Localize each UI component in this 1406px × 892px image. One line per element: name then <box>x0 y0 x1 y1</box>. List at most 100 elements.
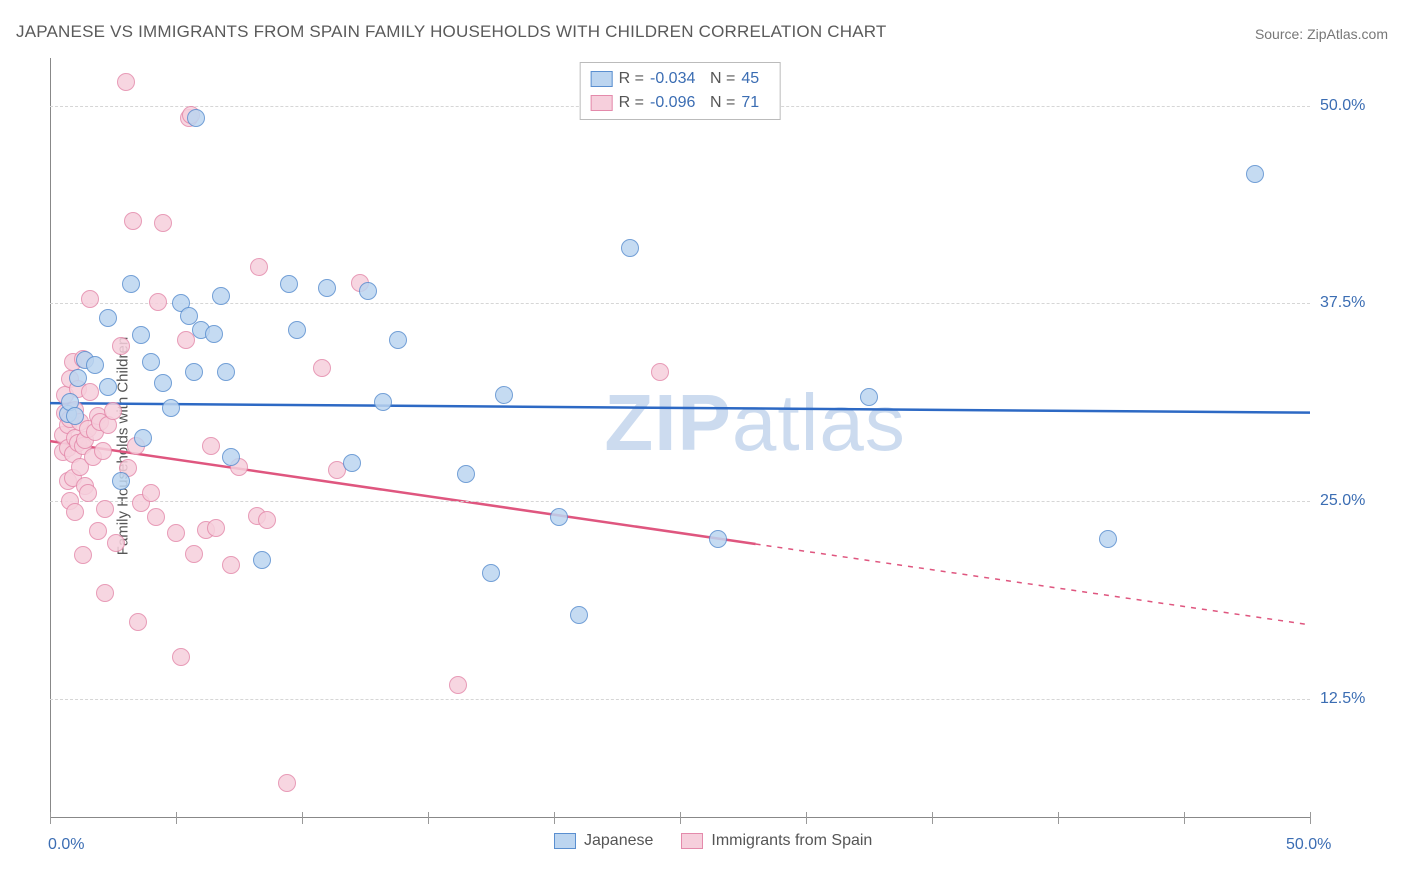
legend-row: R = -0.034 N = 45 <box>591 67 770 91</box>
correlation-legend: R = -0.034 N = 45 R = -0.096 N = 71 <box>580 62 781 120</box>
data-point <box>860 388 878 406</box>
data-point <box>343 454 361 472</box>
x-tick <box>302 812 303 824</box>
data-point <box>651 363 669 381</box>
data-point <box>1246 165 1264 183</box>
gridline-horizontal <box>50 303 1310 304</box>
data-point <box>482 564 500 582</box>
data-point <box>449 676 467 694</box>
data-point <box>709 530 727 548</box>
x-tick <box>1058 812 1059 824</box>
data-point <box>217 363 235 381</box>
data-point <box>222 448 240 466</box>
data-point <box>374 393 392 411</box>
trend-line <box>756 544 1310 625</box>
legend-r-value: -0.096 <box>650 94 704 112</box>
data-point <box>359 282 377 300</box>
legend-item: Japanese <box>554 832 653 850</box>
x-label-min: 0.0% <box>48 836 84 854</box>
x-label-max: 50.0% <box>1286 836 1331 854</box>
chart-title: JAPANESE VS IMMIGRANTS FROM SPAIN FAMILY… <box>16 22 887 42</box>
scatter-plot-area: ZIPatlas 12.5%25.0%37.5%50.0%R =-0.034N … <box>50 58 1310 818</box>
data-point <box>142 484 160 502</box>
data-point <box>154 214 172 232</box>
x-tick <box>806 812 807 824</box>
data-point <box>69 369 87 387</box>
data-point <box>457 465 475 483</box>
y-tick-label: 37.5% <box>1320 294 1384 312</box>
y-tick-label: 25.0% <box>1320 492 1384 510</box>
x-tick <box>932 812 933 824</box>
y-tick-label: 50.0% <box>1320 97 1384 115</box>
data-point <box>167 524 185 542</box>
legend-series-label: Japanese <box>584 832 653 850</box>
data-point <box>134 429 152 447</box>
series-legend: Japanese Immigrants from Spain <box>554 832 872 850</box>
data-point <box>112 337 130 355</box>
data-point <box>278 774 296 792</box>
y-axis-line <box>50 58 51 818</box>
x-tick <box>554 812 555 824</box>
data-point <box>570 606 588 624</box>
data-point <box>107 534 125 552</box>
data-point <box>66 407 84 425</box>
data-point <box>81 290 99 308</box>
legend-item: Immigrants from Spain <box>681 832 872 850</box>
data-point <box>253 551 271 569</box>
data-point <box>389 331 407 349</box>
legend-r-label: R = <box>619 94 644 112</box>
source-attribution: Source: ZipAtlas.com <box>1255 26 1388 42</box>
data-point <box>99 309 117 327</box>
data-point <box>222 556 240 574</box>
data-point <box>149 293 167 311</box>
data-point <box>112 472 130 490</box>
data-point <box>162 399 180 417</box>
data-point <box>550 508 568 526</box>
legend-series-label: Immigrants from Spain <box>711 832 872 850</box>
data-point <box>132 326 150 344</box>
data-point <box>212 287 230 305</box>
data-point <box>280 275 298 293</box>
data-point <box>74 546 92 564</box>
data-point <box>96 500 114 518</box>
legend-swatch <box>681 833 703 849</box>
legend-n-label: N = <box>710 70 735 88</box>
data-point <box>154 374 172 392</box>
data-point <box>81 383 99 401</box>
legend-row: R = -0.096 N = 71 <box>591 91 770 115</box>
trend-lines <box>50 58 1310 818</box>
data-point <box>495 386 513 404</box>
gridline-horizontal <box>50 501 1310 502</box>
x-tick <box>50 812 51 824</box>
data-point <box>258 511 276 529</box>
data-point <box>96 584 114 602</box>
data-point <box>185 545 203 563</box>
data-point <box>313 359 331 377</box>
data-point <box>142 353 160 371</box>
data-point <box>250 258 268 276</box>
data-point <box>66 503 84 521</box>
data-point <box>288 321 306 339</box>
data-point <box>104 402 122 420</box>
data-point <box>89 522 107 540</box>
legend-n-value: 45 <box>741 70 769 88</box>
data-point <box>99 378 117 396</box>
gridline-horizontal <box>50 699 1310 700</box>
legend-n-label: N = <box>710 94 735 112</box>
legend-r-label: R = <box>619 70 644 88</box>
data-point <box>187 109 205 127</box>
data-point <box>1099 530 1117 548</box>
trend-line <box>50 403 1310 413</box>
data-point <box>207 519 225 537</box>
x-tick <box>428 812 429 824</box>
legend-n-value: 71 <box>741 94 769 112</box>
x-tick <box>176 812 177 824</box>
data-point <box>621 239 639 257</box>
y-tick-label: 12.5% <box>1320 690 1384 708</box>
data-point <box>124 212 142 230</box>
legend-swatch <box>554 833 576 849</box>
legend-swatch <box>591 95 613 111</box>
legend-r-value: -0.034 <box>650 70 704 88</box>
data-point <box>147 508 165 526</box>
data-point <box>202 437 220 455</box>
